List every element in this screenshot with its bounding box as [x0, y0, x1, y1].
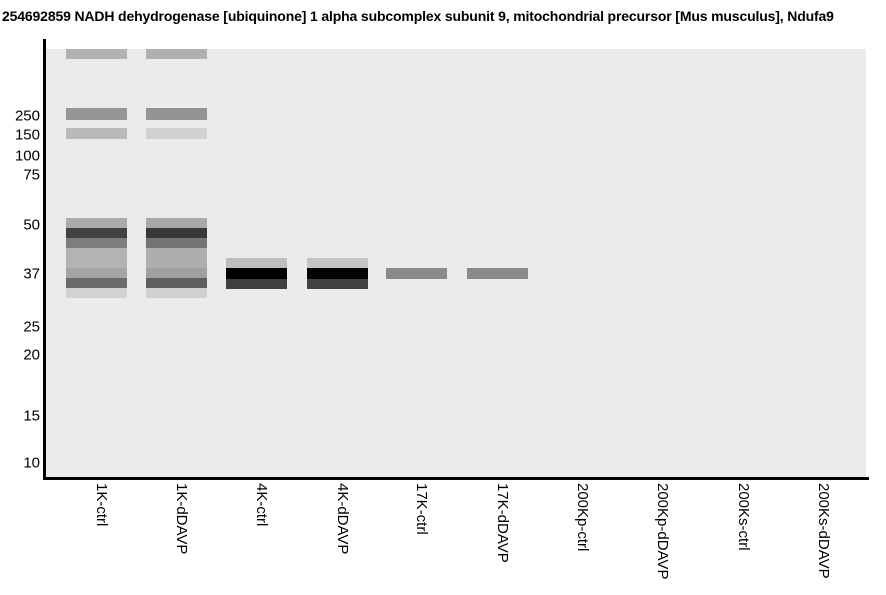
gel-band [466, 268, 528, 279]
gel-band [145, 49, 207, 59]
gel-band [65, 218, 127, 228]
gel-band [225, 279, 287, 289]
lane-label: 1K-dDAVP [173, 483, 190, 555]
gel-band [65, 238, 127, 248]
gel-band [65, 108, 127, 120]
gel-band [145, 268, 207, 278]
y-tick-label: 250 [14, 107, 40, 125]
lane-label: 17K-ctrl [413, 483, 430, 535]
gel-band [225, 258, 287, 268]
gel-band [145, 218, 207, 228]
gel-band [145, 228, 207, 238]
lane-label: 200Ks-ctrl [735, 483, 752, 551]
y-tick-label: 150 [14, 126, 40, 144]
y-tick-label: 20 [23, 346, 40, 364]
lane-label: 200Ks-dDAVP [815, 483, 832, 579]
gel-band [306, 279, 368, 289]
gel-band [65, 228, 127, 238]
gel-band [65, 49, 127, 59]
gel-band [306, 258, 368, 268]
gel-band [145, 238, 207, 248]
y-tick-label: 37 [23, 265, 40, 283]
gel-band [145, 288, 207, 298]
y-tick-label: 25 [23, 318, 40, 336]
gel-band [65, 278, 127, 288]
lane-label: 4K-ctrl [253, 483, 270, 527]
figure-title: 254692859 NADH dehydrogenase [ubiquinone… [2, 8, 834, 24]
gel-band [65, 128, 127, 139]
gel-band [65, 268, 127, 278]
y-tick-label: 100 [14, 147, 40, 165]
gel-band [385, 268, 447, 279]
y-tick-label: 10 [23, 454, 40, 472]
gel-band [65, 248, 127, 268]
lane-label: 17K-dDAVP [494, 483, 511, 563]
gel-band [65, 288, 127, 298]
gel-band [306, 268, 368, 279]
gel-band [145, 128, 207, 139]
y-tick-label: 75 [23, 166, 40, 184]
lane-label: 200Kp-ctrl [574, 483, 591, 552]
lane-label: 1K-ctrl [93, 483, 110, 527]
gel-band [145, 278, 207, 288]
gel-band [145, 108, 207, 120]
lane-label: 200Kp-dDAVP [654, 483, 671, 580]
lane-label: 4K-dDAVP [334, 483, 351, 555]
y-tick-label: 15 [23, 407, 40, 425]
y-axis-line [43, 39, 46, 480]
gel-band [225, 268, 287, 279]
x-axis-line [43, 477, 869, 480]
gel-band [145, 248, 207, 268]
y-tick-label: 50 [23, 216, 40, 234]
